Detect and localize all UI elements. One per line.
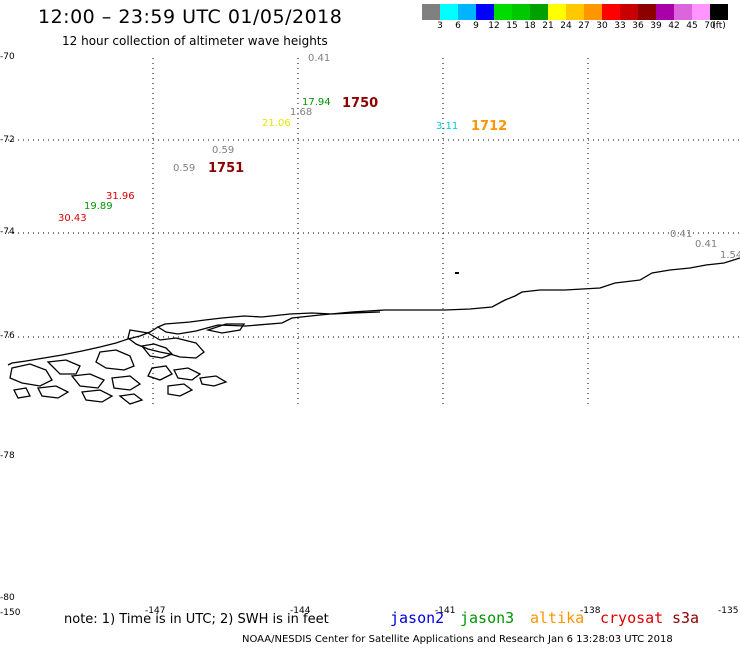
legend-tick-label: 3 xyxy=(437,21,443,31)
island xyxy=(37,385,70,399)
island xyxy=(167,383,194,397)
lat-label: -78 xyxy=(0,451,15,461)
legend-tick-label: 24 xyxy=(560,21,572,31)
legend-swatch xyxy=(422,4,440,20)
wave-height-label: 30.43 xyxy=(58,213,87,224)
wave-height-label: 0.41 xyxy=(670,229,693,240)
page-subtitle: 12 hour collection of altimeter wave hei… xyxy=(62,34,328,48)
legend-tick-label: 18 xyxy=(524,21,536,31)
lon-label: -150 xyxy=(0,608,21,618)
satellite-name: jason2 xyxy=(390,609,445,627)
lon-label: -135 xyxy=(718,606,739,616)
lon-label: -141 xyxy=(435,606,456,616)
legend-swatch xyxy=(674,4,692,20)
wave-height-label: 31.96 xyxy=(106,191,135,202)
wave-height-label: 0.41 xyxy=(695,239,718,250)
island xyxy=(173,367,202,381)
island xyxy=(70,373,106,389)
legend-swatch xyxy=(512,4,530,20)
wave-height-label: 1.54 xyxy=(720,250,740,261)
legend-swatch xyxy=(584,4,602,20)
legend-swatch xyxy=(692,4,710,20)
small-island xyxy=(455,272,459,274)
legend-tick-label: 12 xyxy=(488,21,500,31)
legend-tick-label: 30 xyxy=(596,21,608,31)
island xyxy=(95,349,135,371)
coastline xyxy=(7,257,740,405)
lat-label: -74 xyxy=(0,227,15,237)
wave-height-label: 21.06 xyxy=(262,118,291,129)
lat-label: -80 xyxy=(0,593,15,603)
graticule xyxy=(8,58,740,406)
credit-line: NOAA/NESDIS Center for Satellite Applica… xyxy=(242,634,673,645)
pass-time-label: 1751 xyxy=(208,161,245,176)
wave-height-label: 1.68 xyxy=(290,107,313,118)
wave-height-label: 0.59 xyxy=(173,163,196,174)
island xyxy=(46,359,81,375)
page-title: 12:00 – 23:59 UTC 01/05/2018 xyxy=(38,6,343,28)
legend-tick-label: 36 xyxy=(632,21,644,31)
legend-tick-label: 42 xyxy=(668,21,680,31)
legend-tick-label: 9 xyxy=(473,21,479,31)
island xyxy=(81,389,114,403)
legend-swatch xyxy=(440,4,458,20)
lat-label: -72 xyxy=(0,135,15,145)
wave-height-label: 3.11 xyxy=(436,121,459,132)
legend-swatch xyxy=(494,4,512,20)
wave-height-label: 17.94 xyxy=(302,97,331,108)
legend-swatch xyxy=(620,4,638,20)
legend-swatch xyxy=(458,4,476,20)
legend-tick-label: 45 xyxy=(686,21,698,31)
legend-tick-label: 27 xyxy=(578,21,590,31)
wave-height-label: 19.89 xyxy=(84,201,113,212)
wave-height-label: 0.41 xyxy=(308,53,331,64)
legend-tick-label: (ft) xyxy=(712,21,726,31)
island xyxy=(140,343,174,359)
legend-swatch xyxy=(548,4,566,20)
lat-label: -70 xyxy=(0,52,15,62)
legend-swatch xyxy=(602,4,620,20)
pass-time-label: 1712 xyxy=(471,119,508,134)
legend-swatch xyxy=(710,4,728,20)
legend-swatch xyxy=(476,4,494,20)
legend-swatch xyxy=(656,4,674,20)
coast-inlet xyxy=(7,326,159,366)
lat-label: -76 xyxy=(0,331,15,341)
pass-time-label: 1750 xyxy=(342,96,379,111)
lon-label: -144 xyxy=(290,606,311,616)
ice-shelf-edge xyxy=(156,257,740,335)
legend-tick-label: 33 xyxy=(614,21,626,31)
legend-swatch xyxy=(638,4,656,20)
island xyxy=(199,375,228,387)
legend-tick-label: 15 xyxy=(506,21,518,31)
island xyxy=(111,375,142,391)
island xyxy=(205,323,246,334)
satellite-name: altika xyxy=(530,609,585,627)
color-scale-legend xyxy=(422,4,728,20)
legend-swatch xyxy=(530,4,548,20)
legend-swatch xyxy=(566,4,584,20)
legend-tick-label: 21 xyxy=(542,21,554,31)
island xyxy=(13,387,31,399)
satellite-name: s3a xyxy=(672,609,700,627)
footnote: note: 1) Time is in UTC; 2) SWH is in fe… xyxy=(64,612,329,627)
legend-tick-label: 70 xyxy=(704,21,716,31)
island xyxy=(118,393,144,405)
lon-label: -147 xyxy=(145,606,166,616)
satellite-name: jason3 xyxy=(460,609,515,627)
wave-height-label: 0.59 xyxy=(212,145,235,156)
island xyxy=(9,363,53,387)
satellite-name: cryosat xyxy=(600,609,664,627)
legend-tick-label: 6 xyxy=(455,21,461,31)
legend-tick-label: 39 xyxy=(650,21,662,31)
lon-label: -138 xyxy=(580,606,601,616)
island xyxy=(127,329,205,359)
island xyxy=(147,365,173,381)
